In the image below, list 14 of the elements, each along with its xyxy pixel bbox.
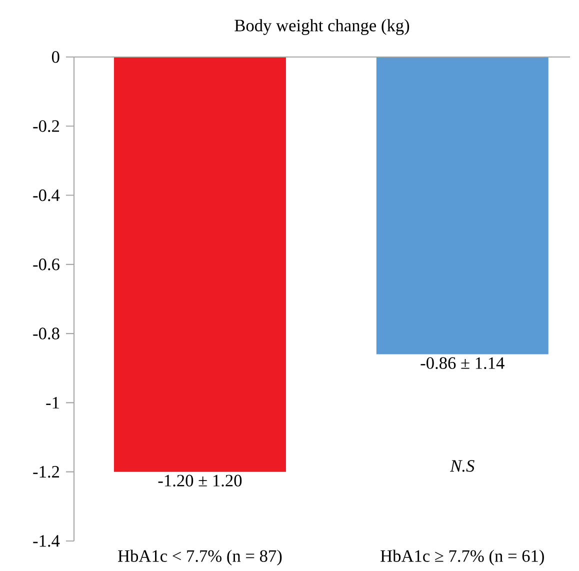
annotation: N.S: [450, 460, 474, 472]
y-tick-label: -0.2: [33, 120, 60, 132]
y-tick-label: -1: [46, 396, 59, 408]
data-label: -1.20 ± 1.20: [158, 474, 242, 487]
y-tick-label: -0.8: [33, 328, 60, 340]
x-tick-label: HbA1c < 7.7% (n = 87): [118, 550, 282, 566]
y-tick-label: 0: [52, 51, 60, 63]
y-tick-label: -1.2: [33, 466, 60, 478]
chart-title: Body weight change (kg): [234, 19, 410, 35]
y-tick-label: -0.4: [33, 189, 60, 202]
y-tick-label: -1.4: [33, 535, 60, 547]
x-tick-label: HbA1c ≥ 7.7% (n = 61): [380, 550, 544, 566]
y-tick-label: -0.6: [33, 258, 60, 270]
data-label: -0.86 ± 1.14: [420, 357, 504, 370]
